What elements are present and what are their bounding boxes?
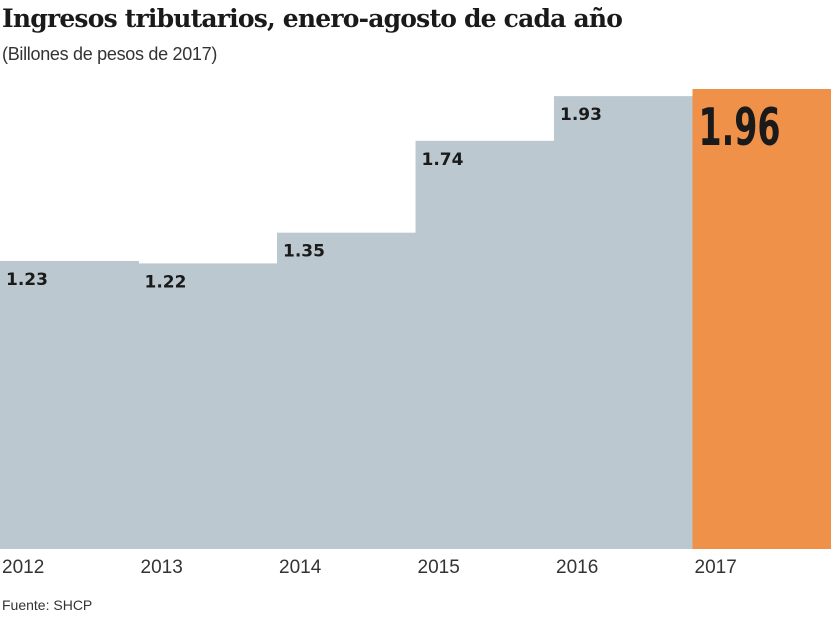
chart-subtitle: (Billones de pesos de 2017) xyxy=(2,44,218,64)
bar-2017 xyxy=(692,89,831,549)
bar-2014 xyxy=(277,232,416,549)
source-note: Fuente: SHCP xyxy=(2,597,93,613)
bar-2013 xyxy=(138,263,278,549)
value-label-2013: 1.22 xyxy=(145,272,187,292)
value-label-2014: 1.35 xyxy=(283,242,325,262)
value-label-2012: 1.23 xyxy=(6,270,48,290)
bar-2015 xyxy=(415,140,555,550)
chart-title: Ingresos tributarios, enero-agosto de ca… xyxy=(2,4,623,33)
x-tick-label-2012: 2012 xyxy=(2,557,44,578)
value-label-2017: 1.96 xyxy=(699,98,781,158)
x-tick-label-2016: 2016 xyxy=(556,557,598,578)
x-tick-label-2017: 2017 xyxy=(695,557,737,578)
x-tick-label-2014: 2014 xyxy=(279,557,322,578)
x-tick-label-2015: 2015 xyxy=(418,557,460,578)
value-label-2015: 1.74 xyxy=(422,150,464,170)
x-tick-label-2013: 2013 xyxy=(141,557,183,578)
bar-2012 xyxy=(0,261,139,549)
bar-2016 xyxy=(554,96,693,549)
value-label-2016: 1.93 xyxy=(560,105,602,125)
